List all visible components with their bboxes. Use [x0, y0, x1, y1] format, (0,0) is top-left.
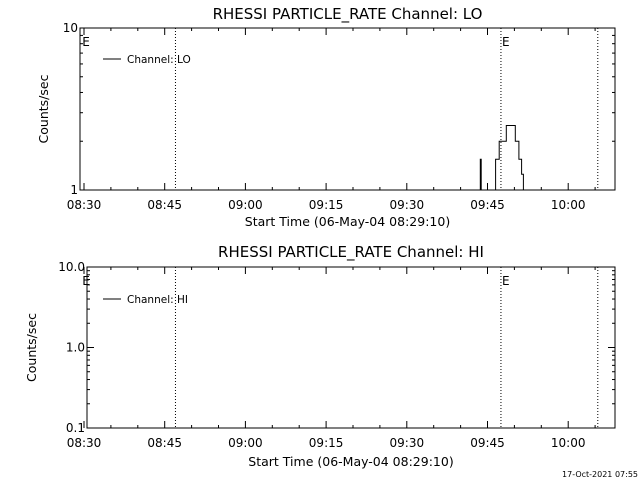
plot-frame [79, 27, 616, 191]
x-tick-label: 09:45 [470, 436, 505, 450]
generation-timestamp: 17-Oct-2021 07:55 [562, 470, 638, 479]
x-tick-label: 09:30 [390, 436, 425, 450]
x-axis-label: Start Time (06-May-04 08:29:10) [245, 214, 450, 229]
legend-label: Channel: HI [127, 294, 188, 306]
x-tick-label: 09:15 [309, 198, 344, 212]
y-tick-label: 0.1 [66, 421, 85, 435]
event-marker-label: E [82, 274, 90, 288]
x-tick-label: 08:45 [147, 436, 182, 450]
chart-title: RHESSI PARTICLE_RATE Channel: HI [218, 243, 484, 262]
x-axis-label: Start Time (06-May-04 08:29:10) [248, 454, 453, 469]
x-tick-label: 08:30 [67, 198, 102, 212]
x-tick-label: 10:00 [551, 436, 586, 450]
x-tick-label: 09:15 [309, 436, 344, 450]
x-tick-label: 10:00 [551, 198, 586, 212]
x-tick-label: 08:30 [67, 436, 102, 450]
plot-frame [86, 266, 616, 429]
y-axis-label: Counts/sec [24, 313, 39, 382]
y-tick-label: 10 [63, 21, 78, 35]
y-tick-label: 1 [70, 183, 78, 197]
panel-hi: RHESSI PARTICLE_RATE Channel: HI 08:30 08:… [24, 243, 616, 469]
x-tick-label: 09:45 [470, 198, 505, 212]
y-tick-label: 10.0 [58, 260, 85, 274]
event-marker-label: E [82, 35, 90, 49]
series-line [479, 125, 524, 191]
x-tick-label: 09:00 [228, 198, 263, 212]
x-tick-label: 09:00 [228, 436, 263, 450]
x-tick-label: 08:45 [147, 198, 182, 212]
chart-title: RHESSI PARTICLE_RATE Channel: LO [213, 5, 483, 24]
panel-lo: RHESSI PARTICLE_RATE Channel: LO 08:30 08:… [36, 5, 616, 229]
x-tick-label: 09:30 [390, 198, 425, 212]
event-marker-label: E [502, 274, 510, 288]
legend-label: Channel: LO [127, 54, 191, 66]
y-axis-label: Counts/sec [36, 74, 51, 143]
y-tick-label: 1.0 [66, 341, 85, 355]
event-marker-label: E [502, 35, 510, 49]
